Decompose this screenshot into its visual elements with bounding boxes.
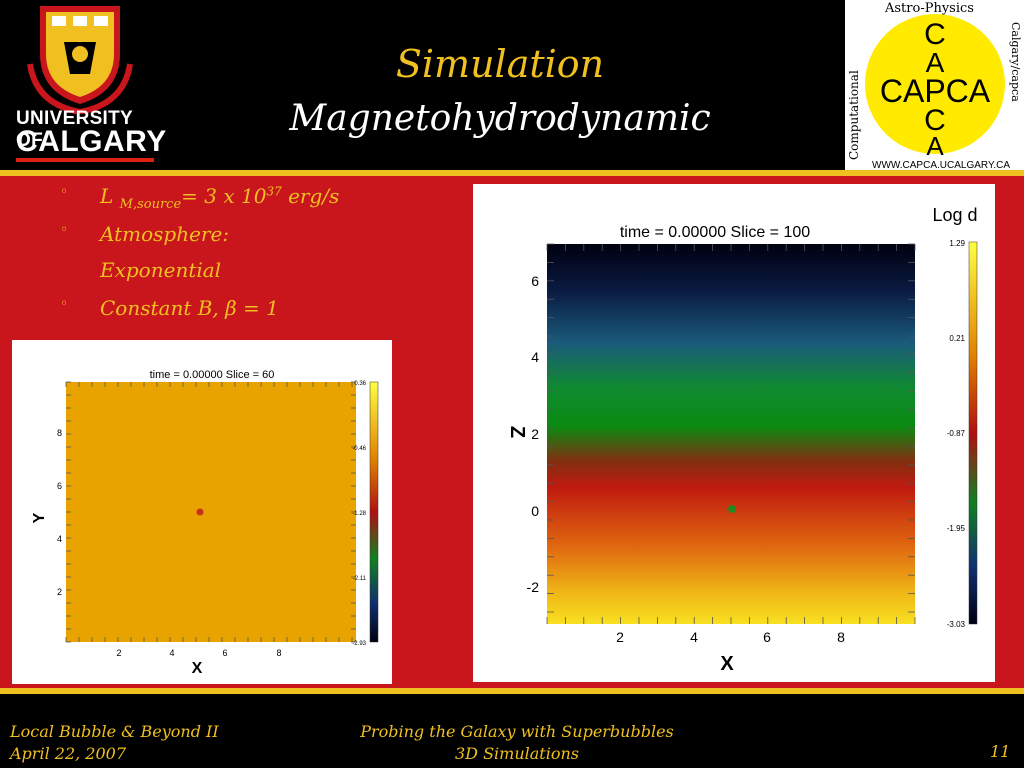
plot-right-minor-ticks: [546, 243, 916, 624]
capca-top-text: Astro-Physics: [884, 1, 974, 16]
logo-line1: UNIVERSITY OF: [16, 108, 133, 151]
plot-right-ytick: 2: [531, 426, 539, 442]
plot-right-cbtick: 1.29: [949, 239, 965, 248]
header: UNIVERSITY OF CALGARY Simulation Magneto…: [0, 0, 1024, 170]
plot-slice-100: time = 0.00000 Slice = 100 Log d 6 4 2 0…: [473, 184, 995, 682]
plot-left-source-marker: [196, 508, 204, 516]
capca-letter-4: A: [926, 131, 944, 161]
plot-left-xtick: 6: [222, 648, 227, 658]
plot-left-xtick: 4: [169, 648, 174, 658]
plot-right-title: time = 0.00000 Slice = 100: [620, 224, 810, 241]
plot-right-field: [547, 244, 915, 624]
plot-left-cbtick: -2.93: [352, 641, 366, 647]
luminosity-label: L: [100, 184, 114, 208]
plot-right-xtick: 4: [690, 629, 698, 645]
bullet-marker: ◦: [60, 222, 69, 238]
divider-top: [0, 170, 1024, 176]
plot-right-xlabel: X: [720, 653, 734, 675]
plot-right-ytick: 4: [531, 349, 539, 365]
plot-right-ytick: -2: [527, 579, 540, 595]
plot-right-source-marker: [728, 505, 736, 513]
plot-left-ytick: 2: [57, 587, 62, 597]
capca-letter-row: CAPCA: [880, 73, 991, 109]
plot-right-colorbar: [968, 241, 978, 625]
plot-right-ytick: 0: [531, 503, 539, 519]
plot-left-cbtick: 0.36: [354, 381, 366, 387]
plot-right-cbtick: -1.95: [947, 524, 966, 533]
plot-right-cbtick: -3.03: [947, 620, 966, 629]
capca-sun-icon: [865, 14, 1005, 154]
luminosity-exponent: 37: [266, 184, 282, 199]
luminosity-subscript: M,source: [119, 197, 182, 212]
plot-right-xtick: 8: [837, 629, 845, 645]
plot-left-svg: time = 0.00000 Slice = 60 8 6 4 2 2 4 6 …: [31, 369, 379, 677]
luminosity-value: = 3 x 10: [181, 184, 267, 208]
plot-left-ylabel: Y: [31, 512, 48, 523]
plot-right-cbtick: 0.21: [949, 334, 965, 343]
plot-left-ytick: 8: [57, 428, 62, 438]
capca-right-text: Calgary/capca: [1009, 22, 1022, 102]
plot-right-xtick: 6: [763, 629, 771, 645]
plot-left-xtick: 8: [276, 648, 281, 658]
crest-icon: [27, 6, 133, 116]
bullet-marker: ◦: [60, 296, 69, 312]
footer: Local Bubble & Beyond II April 22, 2007 …: [0, 694, 1024, 768]
plot-right-cbtick: -0.87: [947, 429, 966, 438]
plot-left-colorbar: [369, 381, 379, 643]
page-title: Simulation: [395, 42, 605, 86]
plot-left-title: time = 0.00000 Slice = 60: [150, 369, 275, 381]
university-logo: UNIVERSITY OF CALGARY: [6, 4, 166, 164]
footer-event: Local Bubble & Beyond II: [10, 722, 219, 741]
divider-bottom: [0, 688, 1024, 694]
plot-left-xtick: 2: [116, 648, 121, 658]
footer-date: April 22, 2007: [10, 744, 127, 763]
capca-url: WWW.CAPCA.UCALGARY.CA: [872, 160, 1010, 170]
footer-talk-subtitle: 3D Simulations: [455, 744, 579, 763]
plot-left-cbtick: -1.28: [352, 511, 366, 517]
capca-letter-1: C: [924, 18, 946, 51]
footer-talk-title: Probing the Galaxy with Superbubbles: [360, 722, 674, 741]
plot-right-colorbar-title: Log d: [932, 205, 977, 225]
plot-right-ytick: 6: [531, 273, 539, 289]
bullet-marker: ◦: [60, 184, 69, 200]
capca-letter-2: A: [926, 47, 945, 78]
plot-left-xlabel: X: [192, 660, 203, 677]
plot-left-field: [66, 382, 356, 642]
luminosity-unit: erg/s: [281, 184, 340, 208]
plot-left-cbtick: -0.46: [352, 446, 366, 452]
bullet-text: Constant B, β = 1: [100, 296, 279, 320]
capca-logo: Astro-Physics Computational Calgary/capc…: [845, 0, 1024, 170]
page-number: 11: [990, 742, 1011, 761]
capca-letter-3: C: [924, 104, 946, 137]
capca-letters: Astro-Physics Computational Calgary/capc…: [847, 1, 1022, 170]
plot-right-xtick: 2: [616, 629, 624, 645]
plot-right-ylabel: Z: [506, 426, 528, 438]
plot-left-ytick: 4: [57, 534, 62, 544]
plot-left-cbtick: -2.11: [353, 576, 367, 582]
bullet-text: Exponential: [100, 258, 222, 282]
logo-underline: [16, 158, 154, 162]
plot-left-ytick: 6: [57, 481, 62, 491]
capca-left-text: Computational: [847, 70, 861, 160]
page-subtitle: Magnetohydrodynamic: [289, 98, 711, 139]
plot-left-minor-ticks: [65, 381, 356, 643]
bullet-text: Atmosphere:: [100, 222, 230, 246]
plot-right-svg: time = 0.00000 Slice = 100 Log d 6 4 2 0…: [506, 205, 978, 675]
logo-line2: CALGARY: [16, 125, 167, 158]
plot-slice-60: time = 0.00000 Slice = 60 8 6 4 2 2 4 6 …: [12, 340, 392, 684]
